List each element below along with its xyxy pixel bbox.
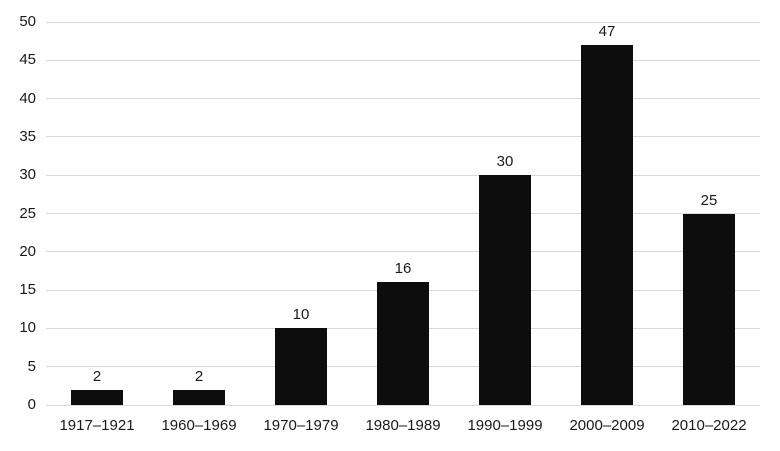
gridline — [46, 98, 760, 100]
bar-data-label: 10 — [292, 306, 310, 324]
bar — [173, 389, 225, 405]
y-axis-tick-label: 45 — [19, 51, 36, 69]
gridline — [46, 21, 760, 23]
bar — [377, 282, 429, 405]
gridline — [46, 59, 760, 61]
y-axis-tick-label: 15 — [19, 281, 36, 299]
x-axis-category-label: 2010–2022 — [671, 417, 747, 434]
gridline — [46, 213, 760, 214]
x-axis-category-label: 1980–1989 — [365, 417, 441, 434]
bar — [479, 175, 531, 405]
y-axis-tick-label: 50 — [19, 13, 36, 30]
bar — [275, 328, 327, 405]
bar — [71, 389, 123, 405]
x-axis-category-label: 1970–1979 — [263, 417, 339, 434]
bar — [683, 213, 735, 405]
x-axis-category-label: 1990–1999 — [467, 417, 543, 434]
bar-data-label: 16 — [394, 260, 412, 278]
y-axis-tick-label: 5 — [27, 357, 36, 375]
gridline — [46, 136, 760, 138]
x-axis-category-label: 1917–1921 — [59, 417, 135, 434]
bar-data-label: 25 — [700, 191, 718, 209]
y-axis-tick-label: 20 — [19, 242, 36, 260]
y-axis-tick-label: 10 — [19, 319, 36, 337]
bar-data-label: 2 — [92, 367, 102, 385]
y-axis-tick-label: 30 — [19, 166, 36, 184]
y-axis-tick-label: 40 — [19, 89, 36, 107]
y-axis-tick-label: 35 — [19, 127, 36, 145]
gridline — [46, 404, 760, 406]
x-axis-category-label: 2000–2009 — [569, 417, 645, 434]
y-axis-tick-label: 0 — [27, 396, 36, 413]
gridline — [46, 174, 760, 176]
x-axis-category-label: 1960–1969 — [161, 417, 237, 434]
bar-data-label: 2 — [194, 367, 204, 385]
y-axis-tick-label: 25 — [19, 204, 36, 222]
bar-data-label: 30 — [496, 153, 514, 171]
gridline — [46, 251, 760, 253]
bar-data-label: 47 — [598, 22, 616, 40]
bar — [581, 44, 633, 405]
